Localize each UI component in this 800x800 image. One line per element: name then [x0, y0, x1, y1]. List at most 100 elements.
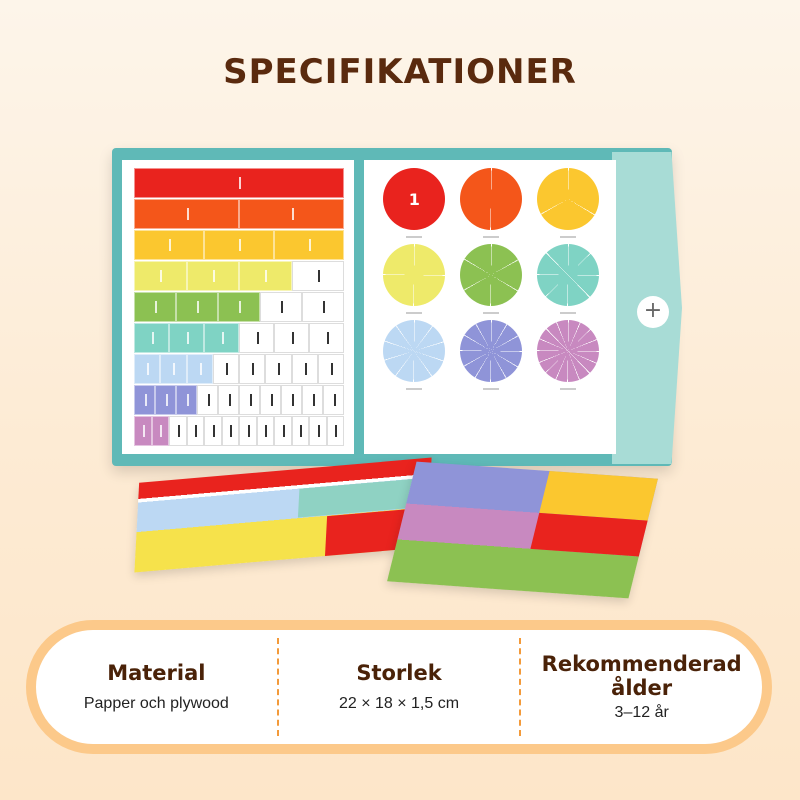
fraction-circle-cell — [376, 320, 453, 390]
fraction-bar-row — [134, 199, 344, 229]
spec-label: Material — [107, 661, 206, 685]
page-title: SPECIFIKATIONER — [223, 52, 577, 92]
circle-caption — [559, 388, 576, 390]
fraction-bar-piece — [134, 416, 152, 446]
spec-panel: Material Papper och plywood Storlek 22 ×… — [26, 620, 772, 754]
fraction-sheet — [387, 461, 658, 599]
fraction-bar-piece — [151, 416, 169, 446]
divider — [519, 638, 522, 736]
fraction-bar-piece — [239, 199, 344, 229]
fraction-bar-piece — [204, 416, 222, 446]
spec-material: Material Papper och plywood — [36, 630, 277, 744]
fraction-bar-piece — [221, 416, 239, 446]
fraction-bar-row — [134, 261, 344, 291]
fraction-circle-cell — [453, 244, 530, 314]
fraction-bar-row — [134, 385, 344, 415]
fraction-bar-piece — [204, 230, 274, 260]
fraction-bar-piece — [176, 292, 218, 322]
fraction-bar-piece — [274, 323, 309, 353]
fraction-bar-piece — [197, 385, 218, 415]
fraction-bar-piece — [134, 261, 187, 291]
fraction-bar-piece — [309, 323, 344, 353]
fraction-bar-piece — [323, 385, 344, 415]
fraction-bar-piece — [204, 323, 239, 353]
fraction-bar-piece — [302, 385, 323, 415]
circle-caption — [559, 312, 576, 314]
spec-value: 3–12 år — [614, 704, 669, 721]
fraction-circles-page: 1 — [364, 160, 616, 454]
fraction-bar-row — [134, 168, 344, 198]
fraction-circle — [383, 320, 446, 382]
fraction-circle-cell — [529, 320, 606, 390]
fraction-bar-piece — [134, 168, 344, 198]
fraction-circle — [383, 244, 446, 306]
divider — [276, 638, 279, 736]
fraction-bar-piece — [239, 323, 274, 353]
circle-caption — [406, 236, 423, 238]
fraction-bar-piece — [218, 385, 239, 415]
fraction-circle-cell — [529, 168, 606, 238]
spec-value: Papper och plywood — [83, 695, 229, 712]
spec-label: Rekommenderad ålder — [541, 652, 742, 700]
fraction-bar-piece — [274, 230, 344, 260]
fraction-bar-row — [134, 416, 344, 446]
fraction-bar-piece — [239, 416, 257, 446]
fraction-bar-piece — [134, 230, 204, 260]
fraction-circle — [536, 168, 599, 230]
fraction-bar-piece — [309, 416, 327, 446]
fraction-bar-piece — [176, 385, 197, 415]
fraction-bar-piece — [281, 385, 302, 415]
fraction-bar-piece — [239, 354, 266, 384]
spec-size: Storlek 22 × 18 × 1,5 cm — [279, 630, 520, 744]
circle-caption — [482, 312, 499, 314]
spec-value: 22 × 18 × 1,5 cm — [338, 695, 460, 712]
circle-caption — [482, 236, 499, 238]
fraction-bar-piece — [291, 416, 309, 446]
circle-caption — [482, 388, 499, 390]
fraction-bar-piece — [186, 261, 239, 291]
fraction-bar-piece — [302, 292, 344, 322]
fraction-circle — [536, 244, 599, 306]
fraction-bar-piece — [186, 354, 213, 384]
fraction-bar-piece — [260, 385, 281, 415]
fraction-sheet — [134, 457, 432, 573]
fraction-circle — [459, 320, 522, 382]
fraction-bar-piece — [134, 292, 176, 322]
fraction-bar-piece — [155, 385, 176, 415]
fraction-bar-piece — [326, 416, 344, 446]
fraction-bar-row — [134, 292, 344, 322]
whole-label: 1 — [408, 189, 420, 209]
fraction-circle — [536, 320, 599, 382]
fraction-circle-cell — [529, 244, 606, 314]
fraction-bar-piece — [274, 416, 292, 446]
spec-label: Storlek — [356, 661, 442, 685]
fraction-bars-page — [122, 160, 354, 454]
fraction-circle-cell — [453, 168, 530, 238]
fraction-bar-piece — [186, 416, 204, 446]
fraction-bar-piece — [256, 416, 274, 446]
fraction-bar-piece — [260, 292, 302, 322]
fraction-circle: 1 — [383, 168, 446, 230]
fraction-bar-piece — [169, 323, 204, 353]
plus-icon: + — [637, 296, 669, 328]
fraction-circle — [459, 244, 522, 306]
fraction-circle-cell — [453, 320, 530, 390]
fraction-bar-piece — [134, 199, 239, 229]
fraction-bar-piece — [134, 323, 169, 353]
fraction-bar-piece — [239, 385, 260, 415]
fraction-bar-row — [134, 323, 344, 353]
circle-caption — [406, 388, 423, 390]
circle-caption — [406, 312, 423, 314]
spec-age: Rekommenderad ålder 3–12 år — [521, 630, 762, 744]
fraction-bar-piece — [212, 354, 239, 384]
fraction-circle-cell: 1 — [376, 168, 453, 238]
fraction-bar-piece — [218, 292, 260, 322]
fraction-circle-cell — [376, 244, 453, 314]
fraction-bar-row — [134, 354, 344, 384]
fraction-bar-piece — [291, 261, 344, 291]
fraction-bar-piece — [265, 354, 292, 384]
fraction-bar-piece — [160, 354, 187, 384]
fraction-bar-piece — [169, 416, 187, 446]
fraction-bar-piece — [291, 354, 318, 384]
fraction-bar-piece — [239, 261, 292, 291]
